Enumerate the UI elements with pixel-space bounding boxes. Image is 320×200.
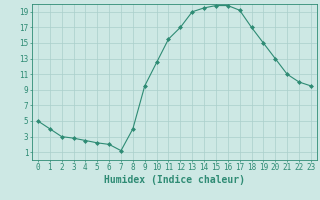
X-axis label: Humidex (Indice chaleur): Humidex (Indice chaleur) — [104, 175, 245, 185]
